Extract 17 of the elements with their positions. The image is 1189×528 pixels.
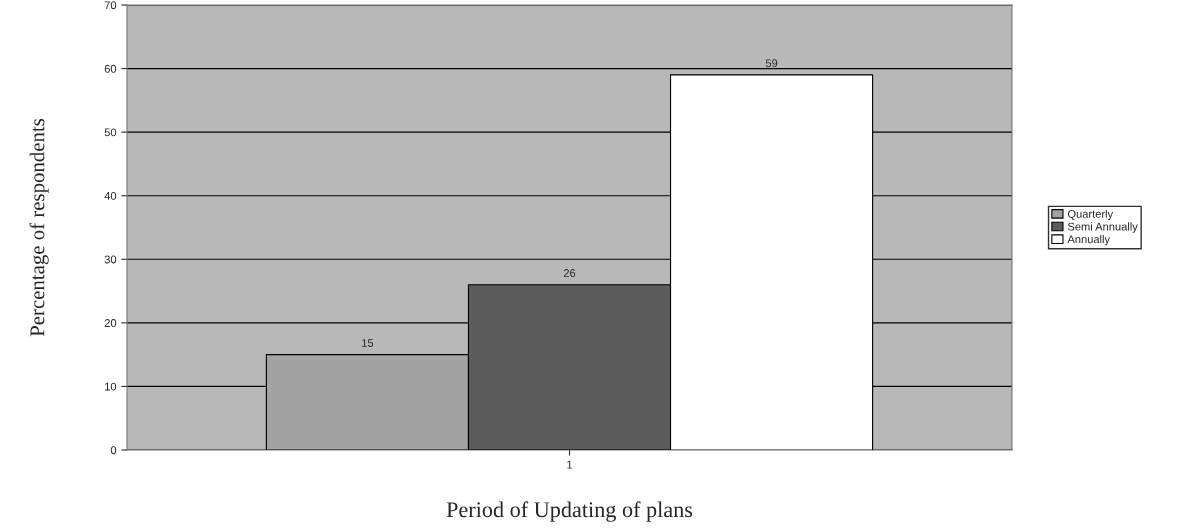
y-tick-label: 70 — [104, 1, 117, 10]
y-axis-title: Percentage of respondents — [29, 118, 49, 337]
data-label: 15 — [362, 339, 374, 347]
y-tick-label: 60 — [104, 64, 117, 73]
data-label: 59 — [765, 59, 778, 68]
legend-label: Quarterly — [1067, 209, 1114, 221]
legend-label: Semi Annually — [1067, 222, 1138, 233]
x-axis-title: Period of Updating of plans — [446, 501, 693, 522]
legend-label: Annually — [1067, 234, 1111, 246]
y-tick-label: 40 — [104, 191, 117, 200]
y-tick-label: 10 — [105, 382, 117, 391]
y-tick-label: 30 — [104, 255, 117, 264]
y-tick-label: 50 — [104, 128, 117, 137]
x-tick-label: 1 — [567, 460, 573, 469]
data-label: 26 — [563, 269, 576, 277]
y-tick-label: 20 — [104, 319, 117, 327]
y-tick-label: 0 — [110, 446, 117, 455]
